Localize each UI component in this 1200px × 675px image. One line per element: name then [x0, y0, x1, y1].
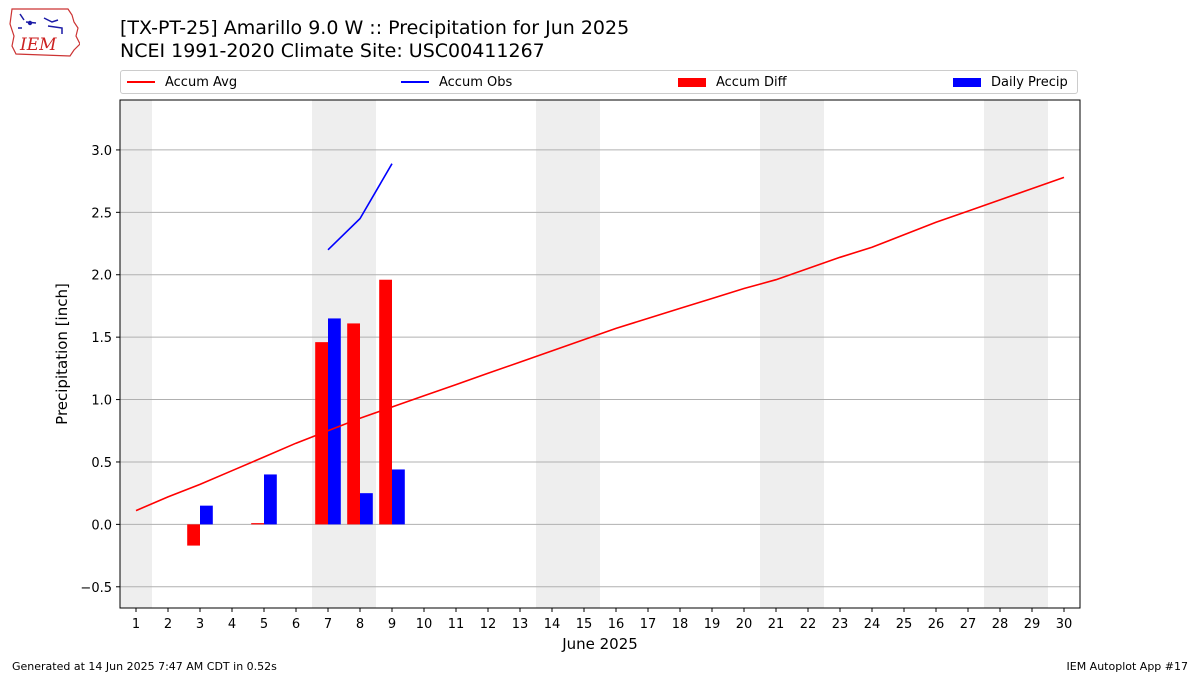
x-tick-label: 16 — [608, 617, 625, 632]
y-tick-label: −0.5 — [80, 581, 112, 596]
accum-diff-bar — [251, 523, 264, 525]
legend-swatch-accum-diff — [678, 77, 706, 87]
legend-label-accum-avg: Accum Avg — [165, 74, 238, 90]
accum-avg-line — [135, 176, 1065, 512]
weekend-band — [120, 100, 152, 608]
bars — [187, 279, 405, 546]
y-axis: −0.5 0.0 0.5 1.0 1.5 2.0 2.5 3.0 — [80, 144, 120, 596]
x-tick-label: 13 — [512, 617, 529, 632]
x-tick-label: 14 — [544, 617, 561, 632]
chart-subtitle: NCEI 1991-2020 Climate Site: USC00411267 — [120, 40, 545, 62]
accum-diff-bar — [347, 323, 360, 525]
legend-item-accum-obs: Accum Obs — [401, 71, 512, 93]
weekend-band — [568, 100, 600, 608]
y-tick-label: 1.0 — [91, 394, 112, 409]
series-lines — [135, 163, 1065, 512]
plot-frame — [119, 99, 1081, 609]
legend-label-accum-diff: Accum Diff — [716, 74, 787, 90]
weekend-bands — [120, 100, 1048, 608]
legend-item-accum-avg: Accum Avg — [127, 71, 237, 93]
weekend-band — [1016, 100, 1048, 608]
iem-logo: IEM — [9, 8, 80, 57]
x-tick-label: 26 — [928, 617, 945, 632]
app-footer: IEM Autoplot App #17 — [1066, 660, 1189, 673]
x-axis-label: June 2025 — [561, 635, 638, 653]
legend-label-accum-obs: Accum Obs — [439, 74, 513, 90]
y-tick-label: 2.0 — [91, 269, 112, 284]
accum-obs-line — [327, 163, 393, 251]
legend-swatch-daily-precip — [953, 77, 981, 87]
x-tick-label: 11 — [448, 617, 465, 632]
y-tick-label: 0.0 — [91, 518, 112, 533]
x-tick-label: 6 — [292, 617, 300, 632]
x-tick-label: 19 — [704, 617, 721, 632]
x-tick-label: 28 — [992, 617, 1009, 632]
x-tick-label: 23 — [832, 617, 849, 632]
x-tick-label: 27 — [960, 617, 977, 632]
x-tick-label: 1 — [132, 617, 140, 632]
x-tick-label: 20 — [736, 617, 753, 632]
legend-label-daily-precip: Daily Precip — [991, 74, 1068, 90]
daily-precip-bar — [200, 505, 213, 525]
legend-item-accum-diff: Accum Diff — [678, 71, 787, 93]
x-tick-label: 18 — [672, 617, 689, 632]
x-tick-label: 7 — [324, 617, 332, 632]
x-tick-label: 8 — [356, 617, 364, 632]
x-tick-label: 22 — [800, 617, 817, 632]
x-tick-label: 17 — [640, 617, 657, 632]
x-tick-label: 5 — [260, 617, 268, 632]
legend-swatch-accum-obs — [401, 81, 429, 83]
x-tick-label: 30 — [1056, 617, 1073, 632]
x-tick-label: 24 — [864, 617, 881, 632]
daily-precip-bar — [328, 318, 341, 525]
y-tick-label: 0.5 — [91, 456, 112, 471]
chart-title: [TX-PT-25] Amarillo 9.0 W :: Precipitati… — [120, 17, 630, 39]
x-tick-label: 25 — [896, 617, 913, 632]
generated-footer: Generated at 14 Jun 2025 7:47 AM CDT in … — [12, 660, 277, 673]
weekend-band — [984, 100, 1016, 608]
daily-precip-bar — [392, 469, 405, 525]
weekend-band — [760, 100, 792, 608]
daily-precip-bar — [264, 474, 277, 525]
x-tick-label: 10 — [416, 617, 433, 632]
x-tick-label: 9 — [388, 617, 396, 632]
x-tick-label: 12 — [480, 617, 497, 632]
x-axis: 1 2 3 4 5 6 7 8 9 10 11 12 13 14 15 16 17 18 19 20 21 22 23 24 2… — [132, 608, 1072, 632]
svg-text:IEM: IEM — [19, 35, 57, 55]
x-tick-label: 4 — [228, 617, 236, 632]
x-tick-label: 21 — [768, 617, 785, 632]
x-tick-label: 15 — [576, 617, 593, 632]
x-tick-label: 2 — [164, 617, 172, 632]
x-tick-label: 29 — [1024, 617, 1041, 632]
y-axis-label: Precipitation [inch] — [53, 283, 71, 425]
y-tick-label: 3.0 — [91, 144, 112, 159]
legend-item-daily-precip: Daily Precip — [953, 71, 1068, 93]
legend: Accum Avg Accum Obs Accum Diff Daily Pre… — [120, 70, 1078, 94]
grid-lines — [120, 149, 1080, 588]
accum-diff-bar — [379, 279, 392, 525]
daily-precip-bar — [360, 493, 373, 525]
y-tick-label: 2.5 — [91, 206, 112, 221]
y-tick-label: 1.5 — [91, 331, 112, 346]
accum-diff-bar — [187, 524, 200, 546]
weekend-band — [792, 100, 824, 608]
legend-swatch-accum-avg — [127, 81, 155, 83]
x-tick-label: 3 — [196, 617, 204, 632]
